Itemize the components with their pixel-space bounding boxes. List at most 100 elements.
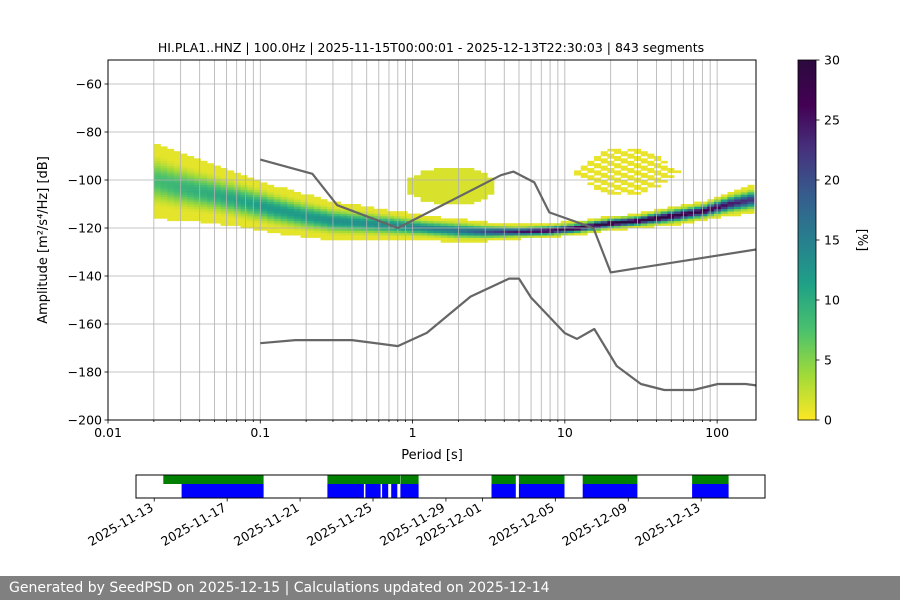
heatmap-cell — [474, 170, 481, 174]
heatmap-cell — [293, 218, 301, 222]
heatmap-cell — [594, 230, 602, 234]
heatmap-cell — [153, 160, 161, 164]
heatmap-cell — [220, 180, 228, 183]
heatmap-cell — [213, 184, 221, 188]
timeline-tick-label: 2025-11-17 — [158, 500, 228, 549]
heatmap-cell — [213, 206, 221, 210]
heatmap-cell — [387, 218, 395, 222]
heatmap-cell — [580, 230, 588, 234]
heatmap-cell — [207, 182, 215, 186]
y-tick-label: −140 — [68, 269, 102, 284]
heatmap-cell — [207, 189, 215, 193]
heatmap-cell — [193, 189, 201, 193]
heatmap-cell — [747, 192, 755, 195]
heatmap-cell — [160, 204, 168, 207]
heatmap-cell — [347, 228, 355, 231]
heatmap-cell — [740, 211, 748, 214]
heatmap-cell — [714, 206, 722, 210]
heatmap-cell — [413, 194, 421, 198]
heatmap-cell — [187, 206, 195, 210]
heatmap-cell — [353, 225, 361, 229]
timeline-frame — [135, 474, 766, 499]
heatmap-cell — [367, 230, 375, 234]
heatmap-cell — [687, 204, 695, 207]
heatmap-cell — [620, 158, 628, 162]
heatmap-cell — [187, 201, 195, 205]
heatmap-cell — [574, 223, 582, 226]
heatmap-cell — [193, 177, 201, 181]
heatmap-cell — [373, 216, 381, 219]
heatmap-cell — [654, 158, 662, 162]
heatmap-cell — [460, 237, 468, 241]
heatmap-cell — [707, 206, 715, 210]
heatmap-cell — [173, 163, 181, 166]
heatmap-cell — [313, 213, 321, 217]
heatmap-cell — [660, 216, 668, 219]
heatmap-cell — [307, 206, 315, 210]
heatmap-cell — [380, 216, 388, 219]
heatmap-cell — [640, 218, 648, 222]
heatmap-cell — [487, 235, 495, 238]
heatmap-cell — [327, 206, 335, 210]
heatmap-cell — [407, 184, 415, 188]
psd-segment-span — [518, 484, 565, 498]
heatmap-cell — [453, 170, 461, 174]
heatmap-cell — [333, 223, 341, 226]
heatmap-cell — [587, 160, 595, 164]
heatmap-cell — [694, 208, 702, 212]
heatmap-cell — [167, 204, 175, 207]
heatmap-cell — [240, 223, 248, 226]
heatmap-cell — [514, 237, 521, 241]
heatmap-cell — [307, 208, 315, 212]
heatmap-cell — [574, 170, 582, 174]
heatmap-cell — [694, 201, 702, 205]
heatmap-cell — [467, 232, 475, 236]
heatmap-cell — [333, 206, 341, 210]
heatmap-cell — [167, 196, 175, 200]
heatmap-cell — [187, 177, 195, 181]
heatmap-cell — [300, 201, 308, 205]
heatmap-cell — [173, 156, 181, 159]
heatmap-cell — [453, 168, 461, 171]
heatmap-cell — [233, 208, 241, 212]
heatmap-cell — [640, 220, 648, 224]
heatmap-cell — [187, 184, 195, 188]
heatmap-cell — [227, 201, 235, 205]
heatmap-cell — [460, 220, 468, 224]
psd-segment-span — [365, 484, 381, 498]
heatmap-cell — [507, 235, 515, 238]
heatmap-cell — [193, 216, 201, 219]
heatmap-cell — [647, 163, 655, 166]
heatmap-cell — [227, 199, 235, 202]
heatmap-cell — [433, 223, 441, 226]
heatmap-cell — [373, 223, 381, 226]
heatmap-cell — [440, 177, 448, 181]
heatmap-cell — [160, 146, 168, 150]
heatmap-cell — [227, 182, 235, 186]
heatmap-cell — [240, 175, 248, 178]
footer-text: Generated by SeedPSD on 2025-12-15 | Cal… — [9, 580, 550, 596]
heatmap-cell — [313, 201, 321, 205]
heatmap-cell — [474, 180, 481, 183]
heatmap-cell — [720, 211, 728, 214]
heatmap-cell — [220, 206, 228, 210]
heatmap-cell — [447, 232, 455, 236]
heatmap-cell — [287, 228, 295, 231]
heatmap-cell — [427, 228, 435, 231]
heatmap-cell — [180, 180, 188, 183]
heatmap-cell — [427, 170, 435, 174]
heatmap-cell — [480, 237, 488, 241]
heatmap-cell — [474, 223, 481, 226]
heatmap-cell — [380, 218, 388, 222]
heatmap-cell — [267, 223, 275, 226]
heatmap-cell — [467, 175, 475, 178]
heatmap-cell — [353, 213, 361, 217]
heatmap-cell — [293, 192, 301, 195]
heatmap-cell — [200, 196, 208, 200]
heatmap-cell — [273, 201, 281, 205]
heatmap-cell — [440, 240, 448, 243]
heatmap-cell — [594, 220, 602, 224]
heatmap-cell — [307, 218, 315, 222]
heatmap-cell — [600, 180, 608, 183]
heatmap-cell — [447, 240, 455, 243]
